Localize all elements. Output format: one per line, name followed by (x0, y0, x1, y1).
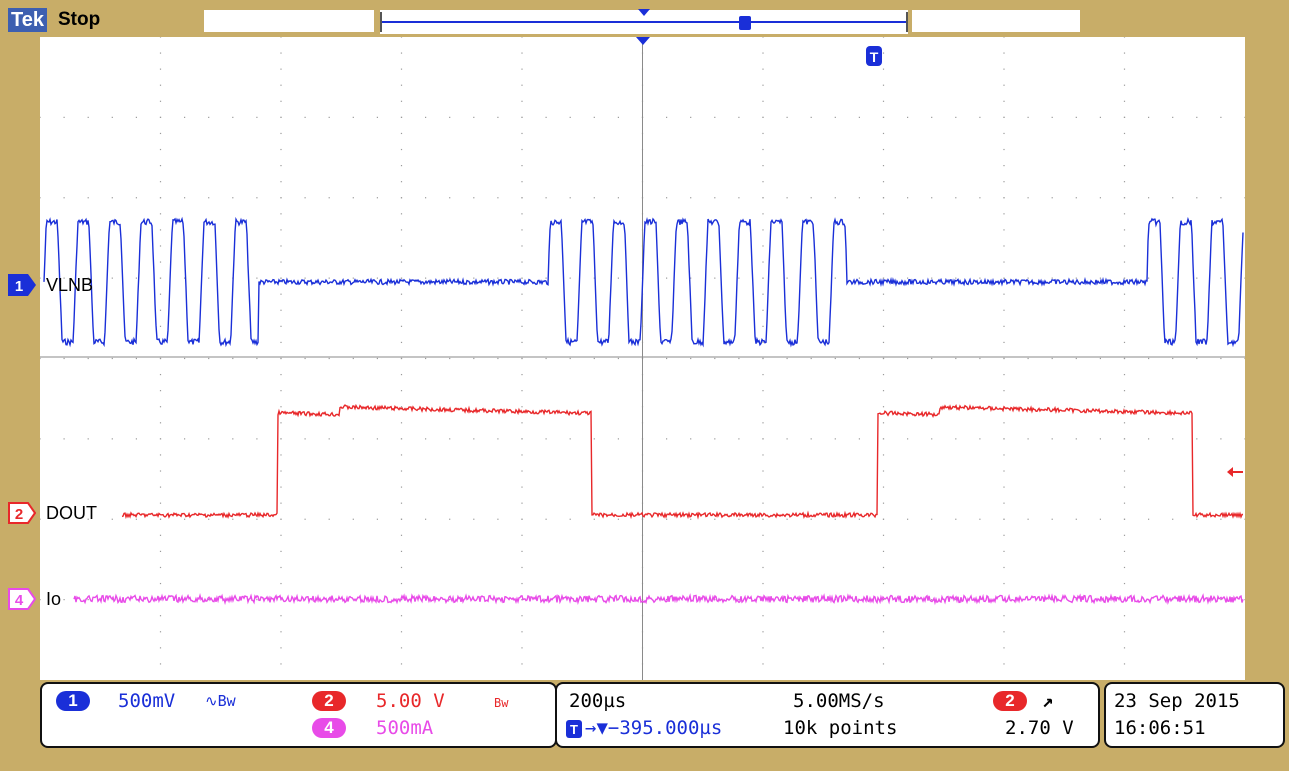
svg-text:T: T (870, 49, 879, 65)
trigger-level-arrow (1227, 467, 1233, 477)
ch2-badge: 2 (312, 691, 346, 711)
timebase: 200µs (569, 690, 627, 712)
ch1-waveform (43, 216, 1244, 348)
svg-text:T: T (570, 722, 578, 737)
status-bar: Tek Stop (0, 0, 1289, 36)
date: 23 Sep 2015 (1114, 690, 1240, 712)
ch4-scale: 500mA (376, 717, 434, 739)
svg-text:1: 1 (15, 278, 23, 295)
trigger-position-marker (636, 37, 650, 45)
ch4-badge: 4 (312, 718, 346, 738)
trigger-offset: →▼−395.000µs (585, 717, 723, 739)
ch1-badge: 1 (56, 691, 90, 711)
brand-logo: Tek (8, 8, 47, 32)
acquisition-status: Stop (58, 9, 101, 30)
trigger-point-icon: T (866, 46, 882, 66)
vertical-readout-panel[interactable]: 1 500mV ∿Bw 2 5.00 V Bw 4 500mA (40, 682, 557, 748)
record-view-indicator (380, 9, 908, 34)
svg-text:2: 2 (15, 506, 23, 523)
ch1-bandwidth-limit: ∿Bw (205, 692, 236, 710)
svg-text:4: 4 (15, 592, 24, 609)
graticule (39, 36, 1246, 680)
trigger-source-badge: 2 (993, 691, 1027, 711)
time: 16:06:51 (1114, 717, 1206, 739)
waveform-screen: T (39, 36, 1246, 680)
sample-rate: 5.00MS/s (793, 690, 885, 712)
ch4-label: Io (46, 589, 62, 609)
trigger-level: 2.70 V (1005, 717, 1074, 739)
ch1-scale: 500mV (118, 690, 176, 712)
ch1-label: VLNB (46, 275, 94, 295)
ch2-waveform (121, 403, 1243, 520)
ch2-bandwidth-limit: Bw (494, 696, 509, 710)
ch2-label: DOUT (46, 503, 97, 523)
trigger-position-icon: T (566, 720, 582, 738)
status-field-left (204, 10, 374, 32)
date-time-panel: 23 Sep 2015 16:06:51 (1104, 682, 1285, 748)
record-length: 10k points (783, 717, 898, 739)
ch2-scale: 5.00 V (376, 690, 445, 712)
status-field-right (912, 10, 1080, 32)
horizontal-trigger-panel[interactable]: 200µs 5.00MS/s 2 ↗ T →▼−395.000µs 10k po… (555, 682, 1100, 748)
waveform-plot: T (39, 36, 1246, 680)
trigger-slope-icon: ↗ (1042, 690, 1054, 712)
ch4-waveform (73, 593, 1244, 606)
